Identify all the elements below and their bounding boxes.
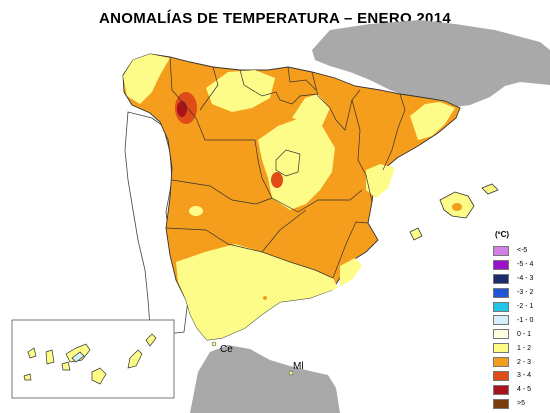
- anomaly-zone-galicia: [123, 54, 170, 104]
- legend-item: 3 - 4: [493, 369, 550, 383]
- canary-islands-inset: [11, 319, 175, 399]
- legend-item: 2 - 3: [493, 355, 550, 369]
- legend-swatch: [493, 315, 509, 326]
- anomaly-spot-galicia-core: [177, 101, 187, 117]
- anomaly-spot-andalusia: [263, 296, 267, 300]
- france-land: [312, 20, 550, 107]
- anomaly-zone-south: [176, 244, 338, 340]
- canary-islands: [23, 333, 157, 385]
- legend-item: -4 - 3: [493, 272, 550, 286]
- legend-item: -1 - 0: [493, 313, 550, 327]
- region-borders: [165, 56, 406, 279]
- legend-label: -3 - 2: [517, 289, 534, 297]
- legend-swatch: [493, 398, 509, 409]
- legend-item: -5 - 4: [493, 258, 550, 272]
- legend-swatch: [493, 357, 509, 368]
- legend-label: >5: [517, 400, 525, 408]
- legend-swatch: [493, 259, 509, 270]
- legend-label: 2 - 3: [517, 358, 532, 366]
- melilla-label: Ml: [293, 361, 304, 372]
- legend-item: -3 - 2: [493, 286, 550, 300]
- legend-swatch: [493, 329, 509, 340]
- legend-swatch: [493, 370, 509, 381]
- legend-label: -2 - 1: [517, 303, 534, 310]
- anomaly-zone-north: [206, 70, 275, 112]
- legend-swatch: [493, 384, 509, 395]
- legend-label: 1 - 2: [517, 344, 532, 352]
- legend-item: <-5: [493, 244, 550, 258]
- anomaly-zone-levante: [366, 164, 395, 198]
- map-title: ANOMALÍAS DE TEMPERATURA – ENERO 2014: [99, 10, 451, 27]
- legend-item: 1 - 2: [493, 341, 550, 355]
- menorca: [481, 183, 499, 195]
- legend-swatch: [493, 245, 509, 256]
- legend-item: 4 - 5: [493, 383, 550, 397]
- legend-swatch: [493, 343, 509, 354]
- melilla-point: [288, 370, 294, 376]
- legend-swatch: [493, 273, 509, 284]
- legend-label: -1 - 0: [517, 316, 534, 324]
- anomaly-zone-southeast: [340, 258, 362, 286]
- legend-label: 4 - 5: [517, 386, 532, 394]
- ceuta-point: [211, 341, 217, 347]
- legend-item: -2 - 1: [493, 300, 550, 314]
- legend-unit: (ºC): [495, 230, 510, 239]
- legend-swatch: [493, 287, 509, 298]
- legend-item: 0 - 1: [493, 327, 550, 341]
- legend-label: 3 - 4: [517, 372, 532, 380]
- legend-label: -4 - 3: [517, 275, 534, 283]
- anomaly-spot-extremadura: [189, 206, 203, 216]
- anomaly-zone-ebro: [292, 94, 330, 126]
- legend-label: 0 - 1: [517, 330, 532, 338]
- legend-item: >5: [493, 397, 550, 411]
- africa-land: [190, 345, 340, 413]
- ibiza: [409, 227, 423, 241]
- legend-label: -5 - 4: [517, 261, 534, 269]
- anomaly-spot-madrid: [271, 172, 283, 188]
- legend-label: <-5: [517, 247, 528, 255]
- map-legend: (ºC) <-5 -5 - 4 -4 - 3 -3 - 2 -2 - 1 -1 - 0 0 …: [493, 226, 550, 411]
- mallorca-warm-spot: [452, 203, 462, 211]
- ceuta-label: Ce: [220, 344, 233, 355]
- legend-swatch: [493, 301, 509, 312]
- anomaly-zone-catalonia: [410, 102, 455, 140]
